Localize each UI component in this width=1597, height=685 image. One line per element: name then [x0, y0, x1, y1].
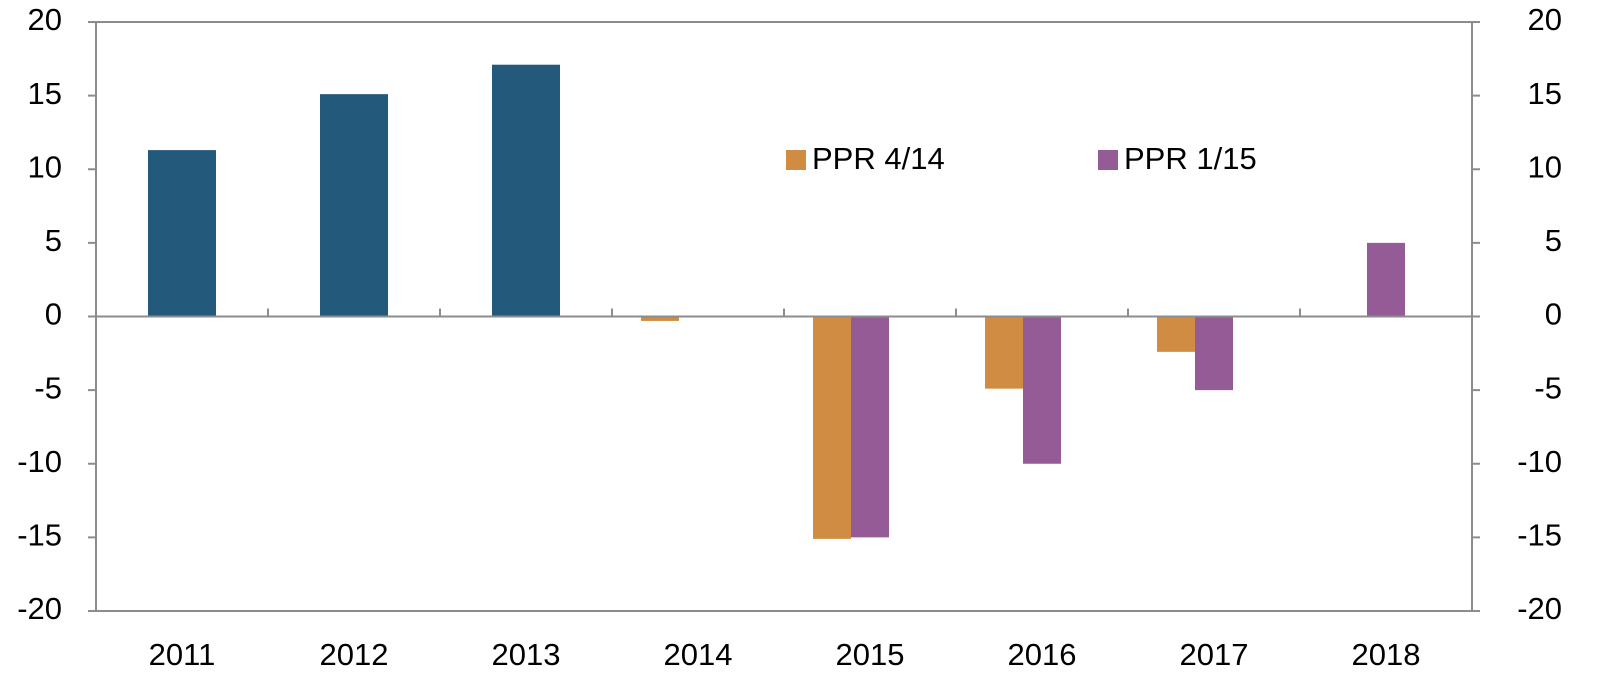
y-tick-label: 0 — [45, 297, 62, 332]
bar — [1195, 316, 1233, 391]
y2-tick-label: -20 — [1517, 591, 1562, 626]
bar — [851, 316, 889, 538]
legend-swatch — [786, 150, 806, 170]
x-tick-label: 2012 — [320, 637, 389, 672]
y-tick-label: 5 — [45, 223, 62, 258]
bar — [813, 316, 851, 539]
x-tick-label: 2017 — [1180, 637, 1249, 672]
y-tick-label: 15 — [28, 76, 62, 111]
y2-tick-label: 5 — [1545, 223, 1562, 258]
y-tick-label: 10 — [28, 149, 62, 184]
x-tick-label: 2018 — [1352, 637, 1421, 672]
bar — [1367, 242, 1405, 317]
x-tick-label: 2016 — [1008, 637, 1077, 672]
x-tick-label: 2015 — [836, 637, 905, 672]
legend-label: PPR 4/14 — [812, 141, 945, 176]
y-tick-label: 20 — [28, 2, 62, 37]
y-tick-label: -20 — [17, 591, 62, 626]
y-tick-label: -10 — [17, 444, 62, 479]
y2-tick-label: 10 — [1528, 149, 1562, 184]
y2-tick-label: 0 — [1545, 297, 1562, 332]
legend-label: PPR 1/15 — [1124, 141, 1257, 176]
y2-tick-label: -15 — [1517, 518, 1562, 553]
y-tick-label: -5 — [34, 370, 62, 405]
y2-tick-label: 15 — [1528, 76, 1562, 111]
x-tick-label: 2011 — [149, 637, 216, 672]
y-tick-label: -15 — [17, 518, 62, 553]
bar — [320, 94, 388, 317]
bar — [641, 316, 679, 321]
bar — [492, 64, 560, 317]
bar — [1157, 316, 1195, 352]
x-tick-label: 2013 — [492, 637, 561, 672]
legend-swatch — [1098, 150, 1118, 170]
bar — [1023, 316, 1061, 464]
y2-tick-label: -10 — [1517, 444, 1562, 479]
y2-tick-label: -5 — [1534, 370, 1562, 405]
y2-tick-label: 20 — [1528, 2, 1562, 37]
x-tick-label: 2014 — [664, 637, 733, 672]
bar — [985, 316, 1023, 389]
bar — [148, 150, 216, 317]
